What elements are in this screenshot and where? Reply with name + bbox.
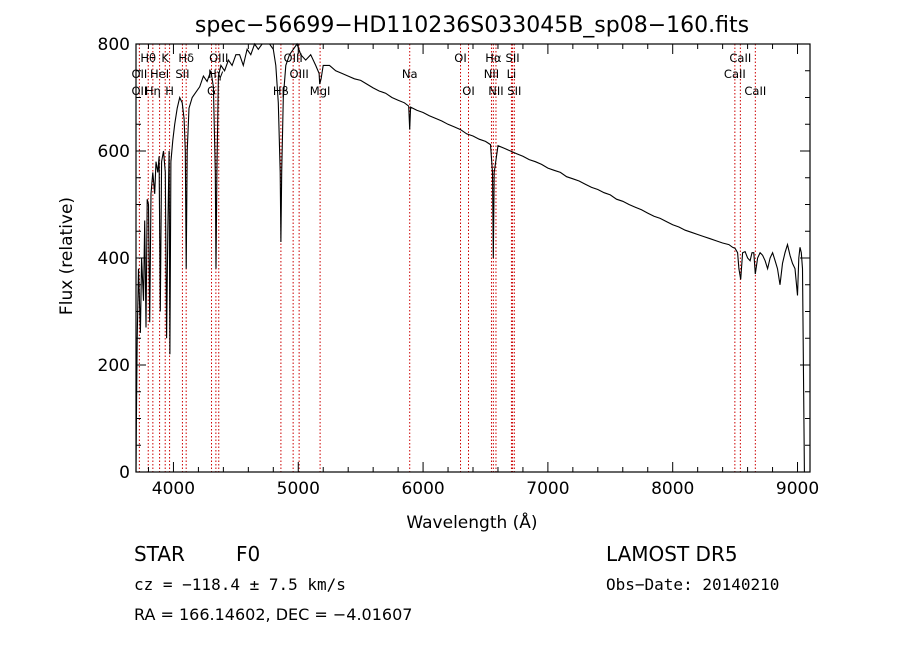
redshift-value: cz = −118.4 ± 7.5 km/s	[134, 575, 346, 594]
emission-line-markers	[138, 44, 756, 472]
emission-line-label: MgI	[310, 84, 331, 98]
y-tick-label: 600	[98, 142, 130, 162]
y-axis-label: Flux (relative)	[57, 197, 77, 315]
emission-line-label: OIII	[290, 67, 309, 81]
emission-line-label: OIII	[284, 51, 303, 65]
emission-line-label: CaII	[744, 84, 766, 98]
x-tick-label: 9000	[776, 479, 819, 499]
y-tick-label: 200	[98, 356, 130, 376]
x-axis-label: Wavelength (Å)	[406, 511, 537, 533]
y-axis: 0 200 400 600 800	[98, 35, 810, 483]
emission-line-label: NII	[484, 67, 499, 81]
survey-name: LAMOST DR5	[606, 542, 738, 566]
x-tick-label: 6000	[401, 479, 444, 499]
emission-line-label: OI	[454, 51, 466, 65]
emission-line-label: CaII	[729, 51, 751, 65]
y-tick-label: 400	[98, 249, 130, 269]
emission-line-label: CaII	[724, 67, 746, 81]
object-class: STAR	[134, 542, 185, 566]
emission-line-label: SII	[507, 84, 521, 98]
y-tick-label: 0	[119, 463, 130, 483]
emission-line-label: SII	[506, 51, 520, 65]
chart-title: spec−56699−HD110236S033045B_sp08−160.fit…	[195, 13, 749, 38]
emission-line-label: K	[161, 51, 169, 65]
x-tick-label: 5000	[277, 479, 320, 499]
plot-frame	[135, 43, 811, 473]
emission-line-label: Hγ	[208, 67, 224, 81]
emission-line-label: OI	[462, 84, 474, 98]
observation-date: Obs−Date: 20140210	[606, 575, 779, 594]
object-subclass: F0	[236, 542, 260, 566]
x-tick-label: 8000	[651, 479, 694, 499]
emission-line-label: Hβ	[273, 84, 289, 98]
x-axis: 4000 5000 6000 7000 8000 9000	[147, 44, 819, 499]
emission-line-label: HeI	[150, 67, 169, 81]
emission-line-label: Li	[507, 67, 517, 81]
emission-line-label: Hδ	[178, 51, 194, 65]
spectrum-line	[135, 42, 805, 473]
emission-line-label: OII	[131, 67, 147, 81]
emission-line-label: Na	[402, 67, 418, 81]
emission-line-label: H	[165, 84, 174, 98]
emission-line-label: Hθ	[140, 51, 156, 65]
emission-line-label: NII	[488, 84, 503, 98]
x-tick-label: 4000	[152, 479, 195, 499]
emission-line-label: SII	[175, 67, 189, 81]
emission-line-label: Hη	[145, 84, 161, 98]
emission-line-label: G	[207, 84, 216, 98]
x-tick-label: 7000	[526, 479, 569, 499]
emission-line-label: Hα	[485, 51, 502, 65]
emission-line-label: OIII	[209, 51, 228, 65]
y-tick-label: 800	[98, 35, 130, 55]
sky-coordinates: RA = 166.14602, DEC = −4.01607	[134, 605, 412, 624]
